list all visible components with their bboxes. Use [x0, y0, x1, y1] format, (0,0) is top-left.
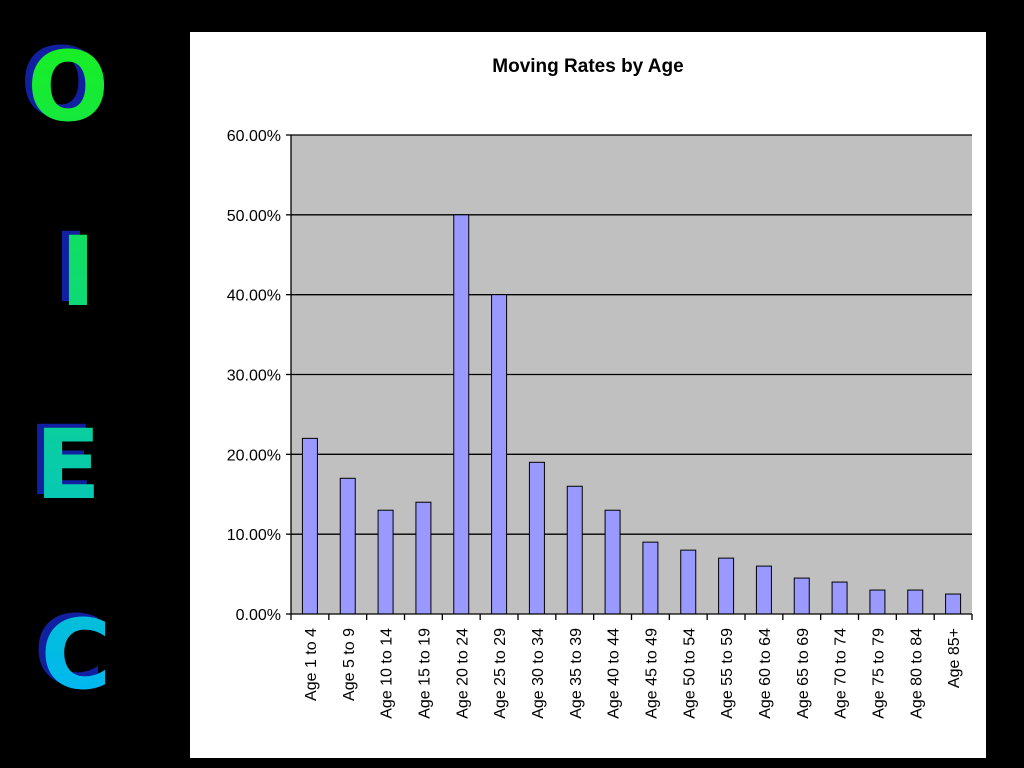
svg-text:O: O	[27, 31, 109, 143]
svg-text:E: E	[35, 409, 101, 521]
x-tick-label: Age 65 to 69	[795, 628, 812, 719]
y-tick-label: 30.00%	[227, 368, 281, 385]
svg-text:I: I	[53, 212, 89, 324]
x-tick-label: Age 40 to 44	[606, 628, 623, 719]
bar	[945, 593, 962, 615]
svg-text:O: O	[20, 27, 102, 139]
bar	[604, 509, 621, 615]
chart-panel: Moving Rates by Age 0.00% 10.00% 20.00% 30.…	[190, 32, 986, 758]
y-tick-label: 20.00%	[227, 447, 281, 464]
x-tick-label: Age 15 to 19	[416, 628, 433, 719]
y-tick-label: 40.00%	[227, 288, 281, 305]
x-tick-label: Age 10 to 14	[379, 628, 396, 719]
bar	[301, 437, 318, 615]
bar	[453, 214, 470, 615]
bar	[377, 509, 394, 615]
x-tick-label: Age 45 to 49	[643, 628, 660, 719]
x-tick-label: Age 20 to 24	[454, 628, 471, 719]
svg-text:I: I	[60, 216, 96, 328]
bar	[755, 565, 772, 615]
bar	[566, 485, 583, 615]
bar-chart: Moving Rates by Age 0.00% 10.00% 20.00% 30.…	[227, 56, 973, 719]
bar	[491, 294, 508, 615]
svg-text:C: C	[34, 595, 104, 707]
y-tick-label: 0.00%	[236, 607, 281, 624]
x-tick-label: Age 1 to 4	[303, 628, 320, 701]
x-tick-label: Age 5 to 9	[341, 628, 358, 701]
x-tick-label: Age 80 to 84	[908, 628, 925, 719]
svg-text:C: C	[41, 599, 111, 711]
x-tick-label: Age 75 to 79	[870, 628, 887, 719]
bar	[528, 461, 545, 615]
x-tick-label: Age 25 to 29	[492, 628, 509, 719]
x-tick-label: Age 50 to 54	[681, 628, 698, 719]
x-tick-label: Age 30 to 34	[530, 628, 547, 719]
y-tick-label: 10.00%	[227, 527, 281, 544]
bar	[793, 577, 810, 615]
bar	[642, 541, 659, 615]
chart-title: Moving Rates by Age	[492, 56, 683, 77]
bar	[415, 501, 432, 615]
y-tick-label: 50.00%	[227, 208, 281, 225]
x-tick-label: Age 55 to 59	[719, 628, 736, 719]
side-letter: OO	[20, 27, 109, 143]
bar	[869, 589, 886, 615]
side-letter: EE	[28, 405, 101, 521]
x-tick-label: Age 85+	[946, 628, 963, 688]
bar	[680, 549, 697, 615]
x-tick-label: Age 60 to 64	[757, 628, 774, 719]
svg-text:E: E	[28, 405, 94, 517]
bar	[907, 589, 924, 615]
bar	[718, 557, 735, 615]
bar	[339, 477, 356, 615]
side-letter: CC	[34, 595, 111, 711]
y-tick-label: 60.00%	[227, 128, 281, 145]
side-letter: II	[53, 212, 96, 328]
x-tick-label: Age 35 to 39	[568, 628, 585, 719]
x-tick-label: Age 70 to 74	[833, 628, 850, 719]
bar	[831, 581, 848, 615]
